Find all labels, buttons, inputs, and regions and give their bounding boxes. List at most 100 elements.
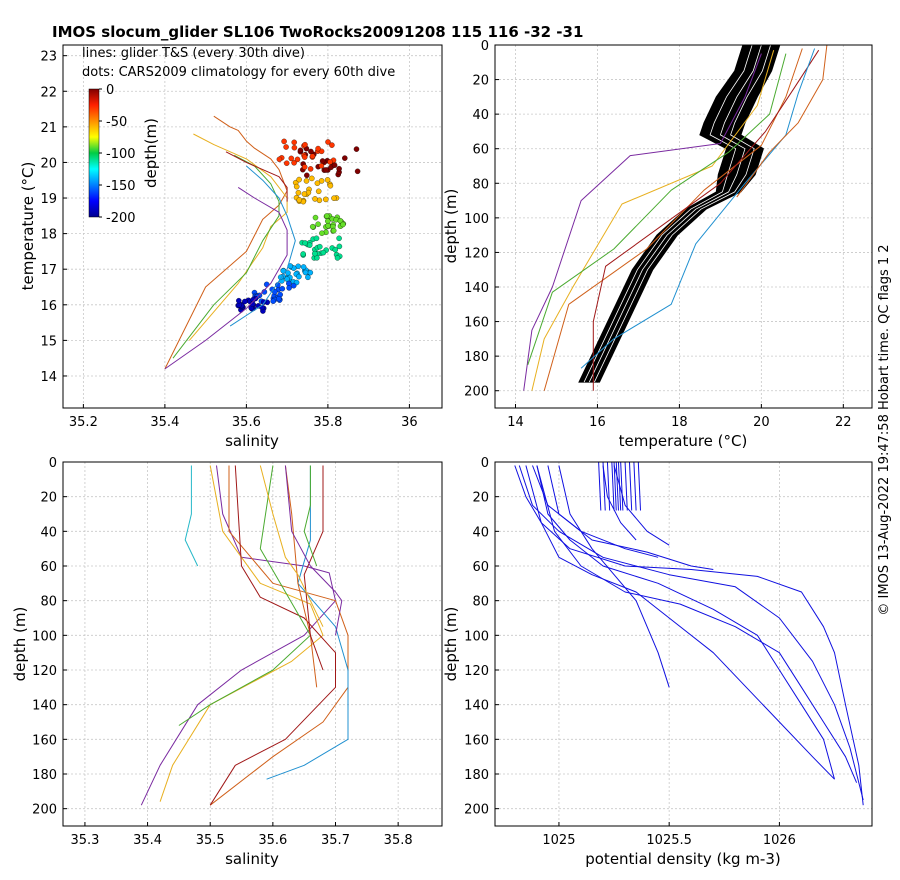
ts-climatology-dot <box>336 243 343 250</box>
dens-xtick-label: 1026 <box>763 833 796 848</box>
temp-ytick-label: 100 <box>464 212 489 227</box>
dens-ticks: 1025 1025.5 1026 0 20 40 60 80 100 120 140 160 180 20… <box>464 456 796 848</box>
temp-xtick-label: 18 <box>671 415 688 430</box>
dens-xlabel: potential density (kg m-3) <box>585 850 781 868</box>
ts-climatology-dot <box>329 142 335 148</box>
ts-series-line <box>172 154 280 359</box>
dens-surface-spike <box>606 461 611 511</box>
ts-climatology-dot <box>340 221 346 228</box>
dens-surface-spike <box>598 461 602 511</box>
temp-series-line <box>531 50 775 391</box>
ts-climatology-dot <box>325 139 331 145</box>
temp-xlabel: temperature (°C) <box>619 432 748 450</box>
sal-ticks: 35.3 35.4 35.5 35.6 35.7 35.8 0 20 40 60 80 100 120 1… <box>32 456 412 848</box>
ts-plot-area <box>63 45 442 408</box>
ts-climatology-dot <box>300 251 306 257</box>
temp-series-line <box>543 48 803 391</box>
dens-surface-spike <box>611 461 615 511</box>
colorbar-tick-label: -100 <box>106 147 136 162</box>
ts-climatology-dot <box>323 167 329 173</box>
sal-series-line <box>266 465 349 780</box>
sal-series-line <box>184 465 199 567</box>
ts-climatology-dot <box>304 172 310 179</box>
ts-climatology-dot <box>336 235 342 242</box>
ts-climatology-dot <box>270 298 276 304</box>
ts-xtick-label: 35.8 <box>313 415 342 430</box>
ts-ytick-label: 20 <box>40 156 57 171</box>
temp-ytick-label: 0 <box>481 39 489 54</box>
ts-climatology-dot <box>319 230 325 236</box>
ts-climatology-dot <box>236 297 242 304</box>
ts-climatology-dots <box>235 138 361 314</box>
dens-ytick-label: 40 <box>472 525 489 540</box>
ts-climatology-dot <box>327 182 334 189</box>
temp-series-line <box>592 49 820 391</box>
ts-ytick-label: 22 <box>40 85 57 100</box>
temp-climatology-band-line <box>583 44 753 383</box>
ts-climatology-dot <box>331 162 338 168</box>
ts-climatology-dot <box>297 147 304 154</box>
ts-xlabel: salinity <box>225 432 279 450</box>
colorbar-label: depth(m) <box>142 118 160 188</box>
ts-climatology-dot <box>318 178 325 184</box>
ts-climatology-dot <box>324 213 330 219</box>
ts-ytick-label: 18 <box>40 228 57 243</box>
ts-climatology-dot <box>286 285 292 291</box>
sal-ytick-label: 60 <box>40 560 57 575</box>
ts-climatology-dot <box>315 221 321 227</box>
sal-axes-frame <box>62 461 443 827</box>
ts-climatology-dot <box>309 223 316 230</box>
credit-text: © IMOS 13-Aug-2022 19:47:58 Hobart time.… <box>877 244 892 615</box>
figure-title: IMOS slocum_glider SL106 TwoRocks2009120… <box>52 23 583 41</box>
ts-climatology-dot <box>301 154 308 160</box>
temp-ytick-label: 20 <box>472 74 489 89</box>
temp-climatology-band-line <box>594 44 771 383</box>
dens-surface-spike <box>628 461 633 511</box>
sal-xlabel: salinity <box>225 850 279 868</box>
ts-climatology-dot <box>288 155 295 162</box>
sal-xtick-label: 35.8 <box>384 833 413 848</box>
ts-climatology-dot <box>331 195 337 201</box>
sal-series-line <box>209 465 349 806</box>
ts-ytick-label: 23 <box>40 50 57 65</box>
ts-climatology-dot <box>296 273 302 280</box>
temp-ytick-label: 60 <box>472 143 489 158</box>
temp-series-line <box>580 48 816 369</box>
ts-climatology-dot <box>302 240 308 246</box>
ts-climatology-dot <box>305 274 311 281</box>
ts-climatology-dot <box>296 197 303 203</box>
ts-series-line <box>229 165 296 327</box>
ts-climatology-dot <box>313 235 320 242</box>
sal-grid <box>63 461 442 826</box>
ts-climatology-dot <box>312 214 319 221</box>
temp-series-line <box>523 53 762 391</box>
sal-series-line <box>284 465 343 636</box>
ts-climatology-dot <box>354 168 361 175</box>
ts-climatology-dot <box>293 183 300 190</box>
ts-climatology-dot <box>276 295 282 302</box>
dens-ytick-label: 60 <box>472 560 489 575</box>
ts-climatology-dot <box>353 146 360 152</box>
ts-climatology-dot <box>330 227 337 234</box>
ts-climatology-dot <box>291 144 298 151</box>
ts-climatology-dot <box>303 178 310 184</box>
dens-grid <box>495 461 872 826</box>
colorbar-tick-label: -50 <box>106 115 127 130</box>
ts-ytick-label: 16 <box>40 299 57 314</box>
ts-ytick-label: 17 <box>40 263 57 278</box>
sal-series-line <box>284 465 318 688</box>
dens-xtick-label: 1025 <box>542 833 575 848</box>
temp-ytick-label: 40 <box>472 108 489 123</box>
temp-ytick-label: 140 <box>464 281 489 296</box>
ts-climatology-dot <box>332 246 339 253</box>
sal-series-line <box>259 465 324 627</box>
ts-climatology-dot <box>309 153 316 159</box>
sal-series-line <box>159 465 324 802</box>
ts-climatology-dot <box>296 176 302 183</box>
ts-climatology-dot <box>309 175 315 182</box>
temp-ytick-label: 160 <box>464 316 489 331</box>
sal-xtick-label: 35.6 <box>258 833 287 848</box>
dens-series-line <box>518 465 864 801</box>
ts-climatology-dot <box>279 285 286 292</box>
dens-ytick-label: 20 <box>472 491 489 506</box>
